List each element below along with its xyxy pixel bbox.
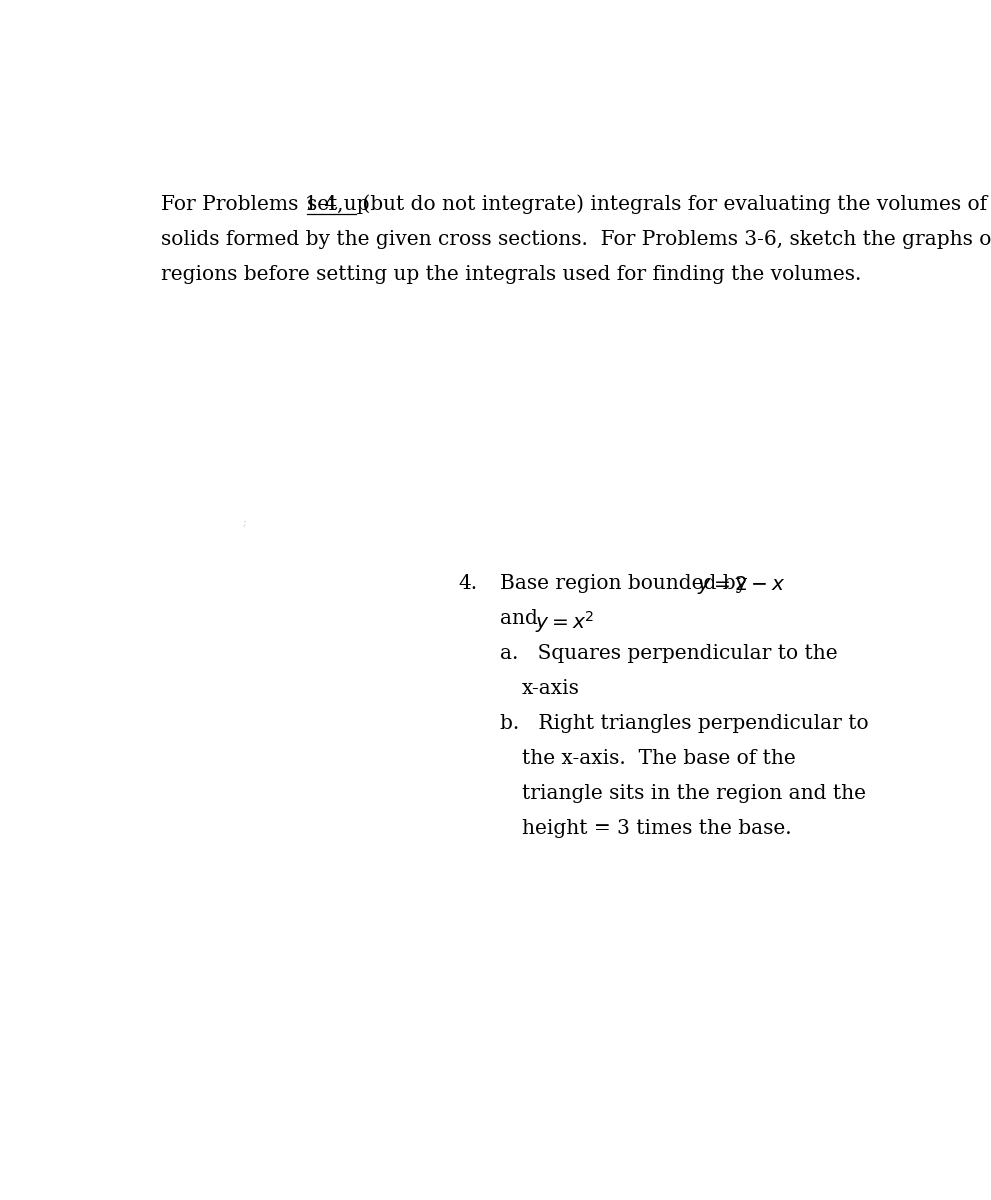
- Text: a.   Squares perpendicular to the: a. Squares perpendicular to the: [500, 644, 837, 662]
- Text: regions before setting up the integrals used for finding the volumes.: regions before setting up the integrals …: [161, 265, 861, 284]
- Text: Base region bounded by: Base region bounded by: [500, 574, 754, 593]
- Text: b.   Right triangles perpendicular to: b. Right triangles perpendicular to: [500, 714, 869, 733]
- Text: and: and: [500, 608, 544, 628]
- Text: (but do not integrate) integrals for evaluating the volumes of the: (but do not integrate) integrals for eva…: [356, 194, 991, 215]
- Text: ;: ;: [243, 518, 247, 528]
- Text: $y = 2-x$: $y = 2-x$: [697, 574, 786, 595]
- Text: triangle sits in the region and the: triangle sits in the region and the: [521, 785, 866, 803]
- Text: height = 3 times the base.: height = 3 times the base.: [521, 820, 792, 839]
- Text: For Problems 1-4,: For Problems 1-4,: [161, 194, 350, 214]
- Text: x-axis: x-axis: [521, 679, 580, 698]
- Text: set up: set up: [307, 194, 370, 214]
- Text: the x-axis.  The base of the: the x-axis. The base of the: [521, 749, 796, 768]
- Text: 4.: 4.: [458, 574, 477, 593]
- Text: solids formed by the given cross sections.  For Problems 3-6, sketch the graphs : solids formed by the given cross section…: [161, 230, 991, 248]
- Text: $y = x^2$: $y = x^2$: [534, 608, 594, 635]
